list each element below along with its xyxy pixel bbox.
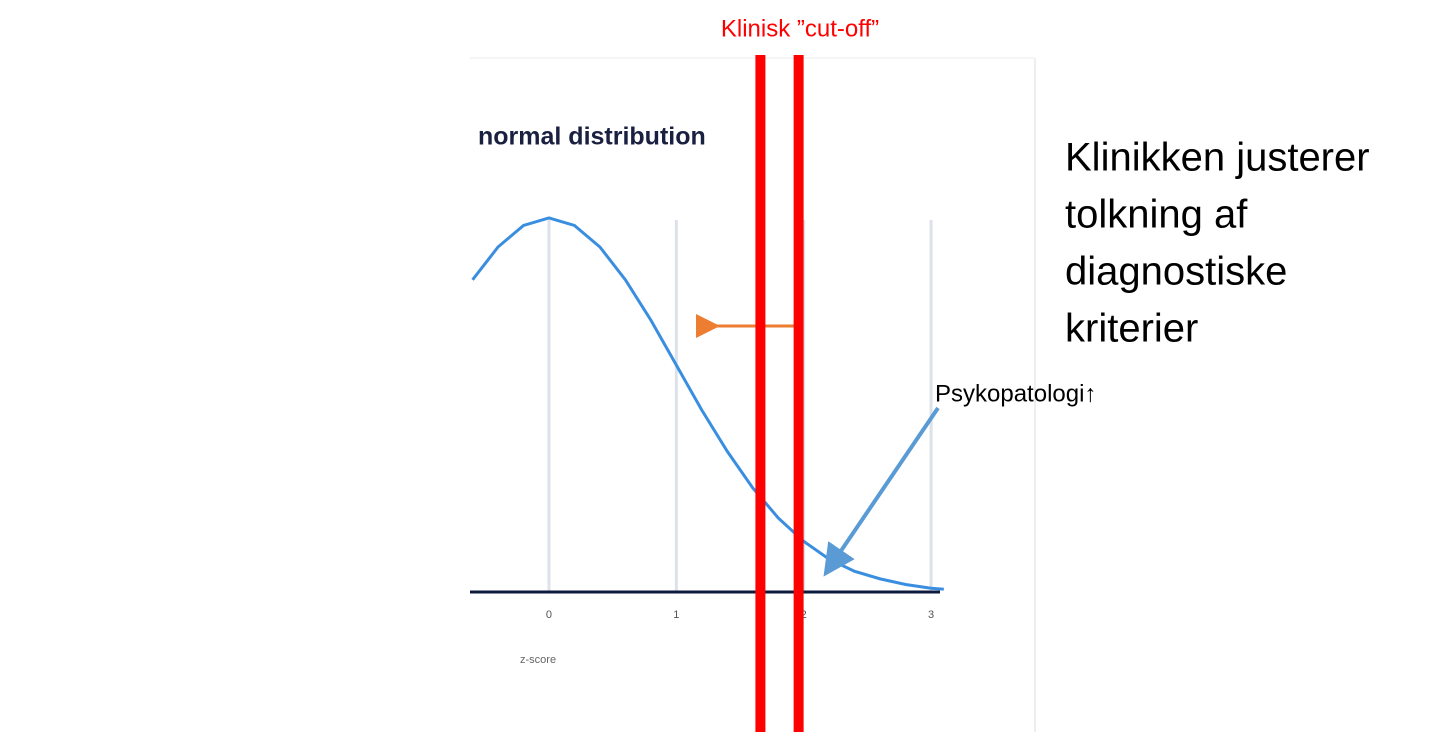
cutoffs (755, 55, 804, 732)
heading-line: diagnostiske (1065, 250, 1287, 294)
x-tick-label: 3 (928, 609, 934, 621)
x-tick-label: 0 (546, 609, 552, 621)
heading-line: kriterier (1065, 307, 1198, 351)
arrow-label: Psykopatologi↑ (935, 380, 1096, 407)
x-tick-label: 2 (801, 609, 807, 621)
curve (471, 216, 944, 591)
pointer-arrow (823, 406, 940, 577)
chart-title: normal distribution (478, 123, 706, 151)
plot: 0 1 2 3 (470, 216, 944, 621)
heading-line: tolkning af (1065, 193, 1248, 237)
heading: Klinikken justerer tolkning af diagnostisk… (1065, 136, 1370, 351)
x-axis-label: z-score (520, 654, 556, 666)
x-tick-label: 1 (673, 609, 679, 621)
heading-line: Klinikken justerer (1065, 136, 1370, 180)
cutoff-label: Klinisk ”cut-off” (721, 15, 879, 42)
